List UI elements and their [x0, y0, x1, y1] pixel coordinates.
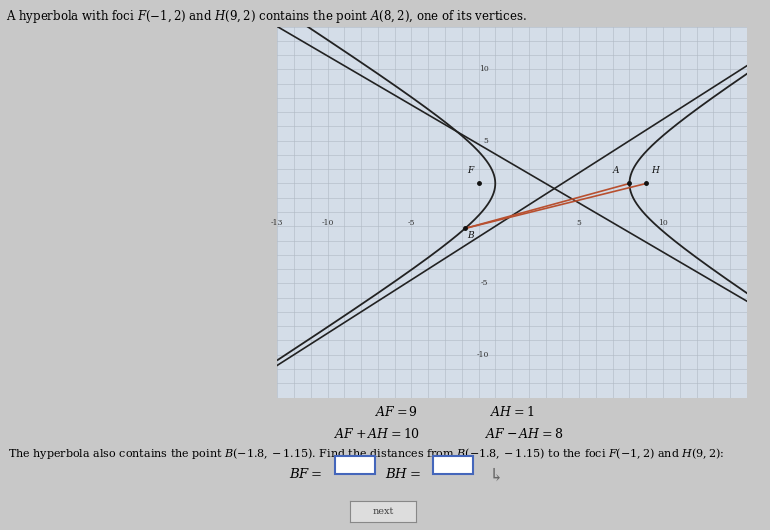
Text: next: next: [373, 507, 393, 516]
Text: -13: -13: [271, 219, 283, 227]
Text: 5: 5: [577, 219, 581, 227]
Text: $AH = 1$: $AH = 1$: [490, 405, 534, 419]
Text: B: B: [467, 231, 474, 240]
Text: -10: -10: [476, 351, 488, 359]
Text: F: F: [467, 166, 474, 175]
Text: -5: -5: [407, 219, 415, 227]
Text: $AF + AH = 10$: $AF + AH = 10$: [334, 427, 420, 440]
Text: $AF = 9$: $AF = 9$: [375, 405, 418, 419]
Text: $AF - AH = 8$: $AF - AH = 8$: [484, 427, 563, 440]
Text: 10: 10: [479, 65, 488, 73]
Text: A hyperbola with foci $F(-1, 2)$ and $H(9, 2)$ contains the point $A(8, 2)$, one: A hyperbola with foci $F(-1, 2)$ and $H(…: [6, 8, 527, 25]
Text: H: H: [651, 166, 658, 175]
Text: A: A: [613, 166, 619, 175]
Text: 10: 10: [658, 219, 668, 227]
Text: $BH =$: $BH =$: [385, 467, 420, 481]
Text: -5: -5: [481, 279, 488, 287]
Text: -10: -10: [321, 219, 333, 227]
Text: $BF =$: $BF =$: [289, 467, 322, 481]
Text: ↳: ↳: [489, 466, 504, 484]
Text: 5: 5: [484, 137, 488, 145]
Text: The hyperbola also contains the point $B(-1.8, -1.15)$. Find the distances from : The hyperbola also contains the point $B…: [8, 446, 725, 461]
